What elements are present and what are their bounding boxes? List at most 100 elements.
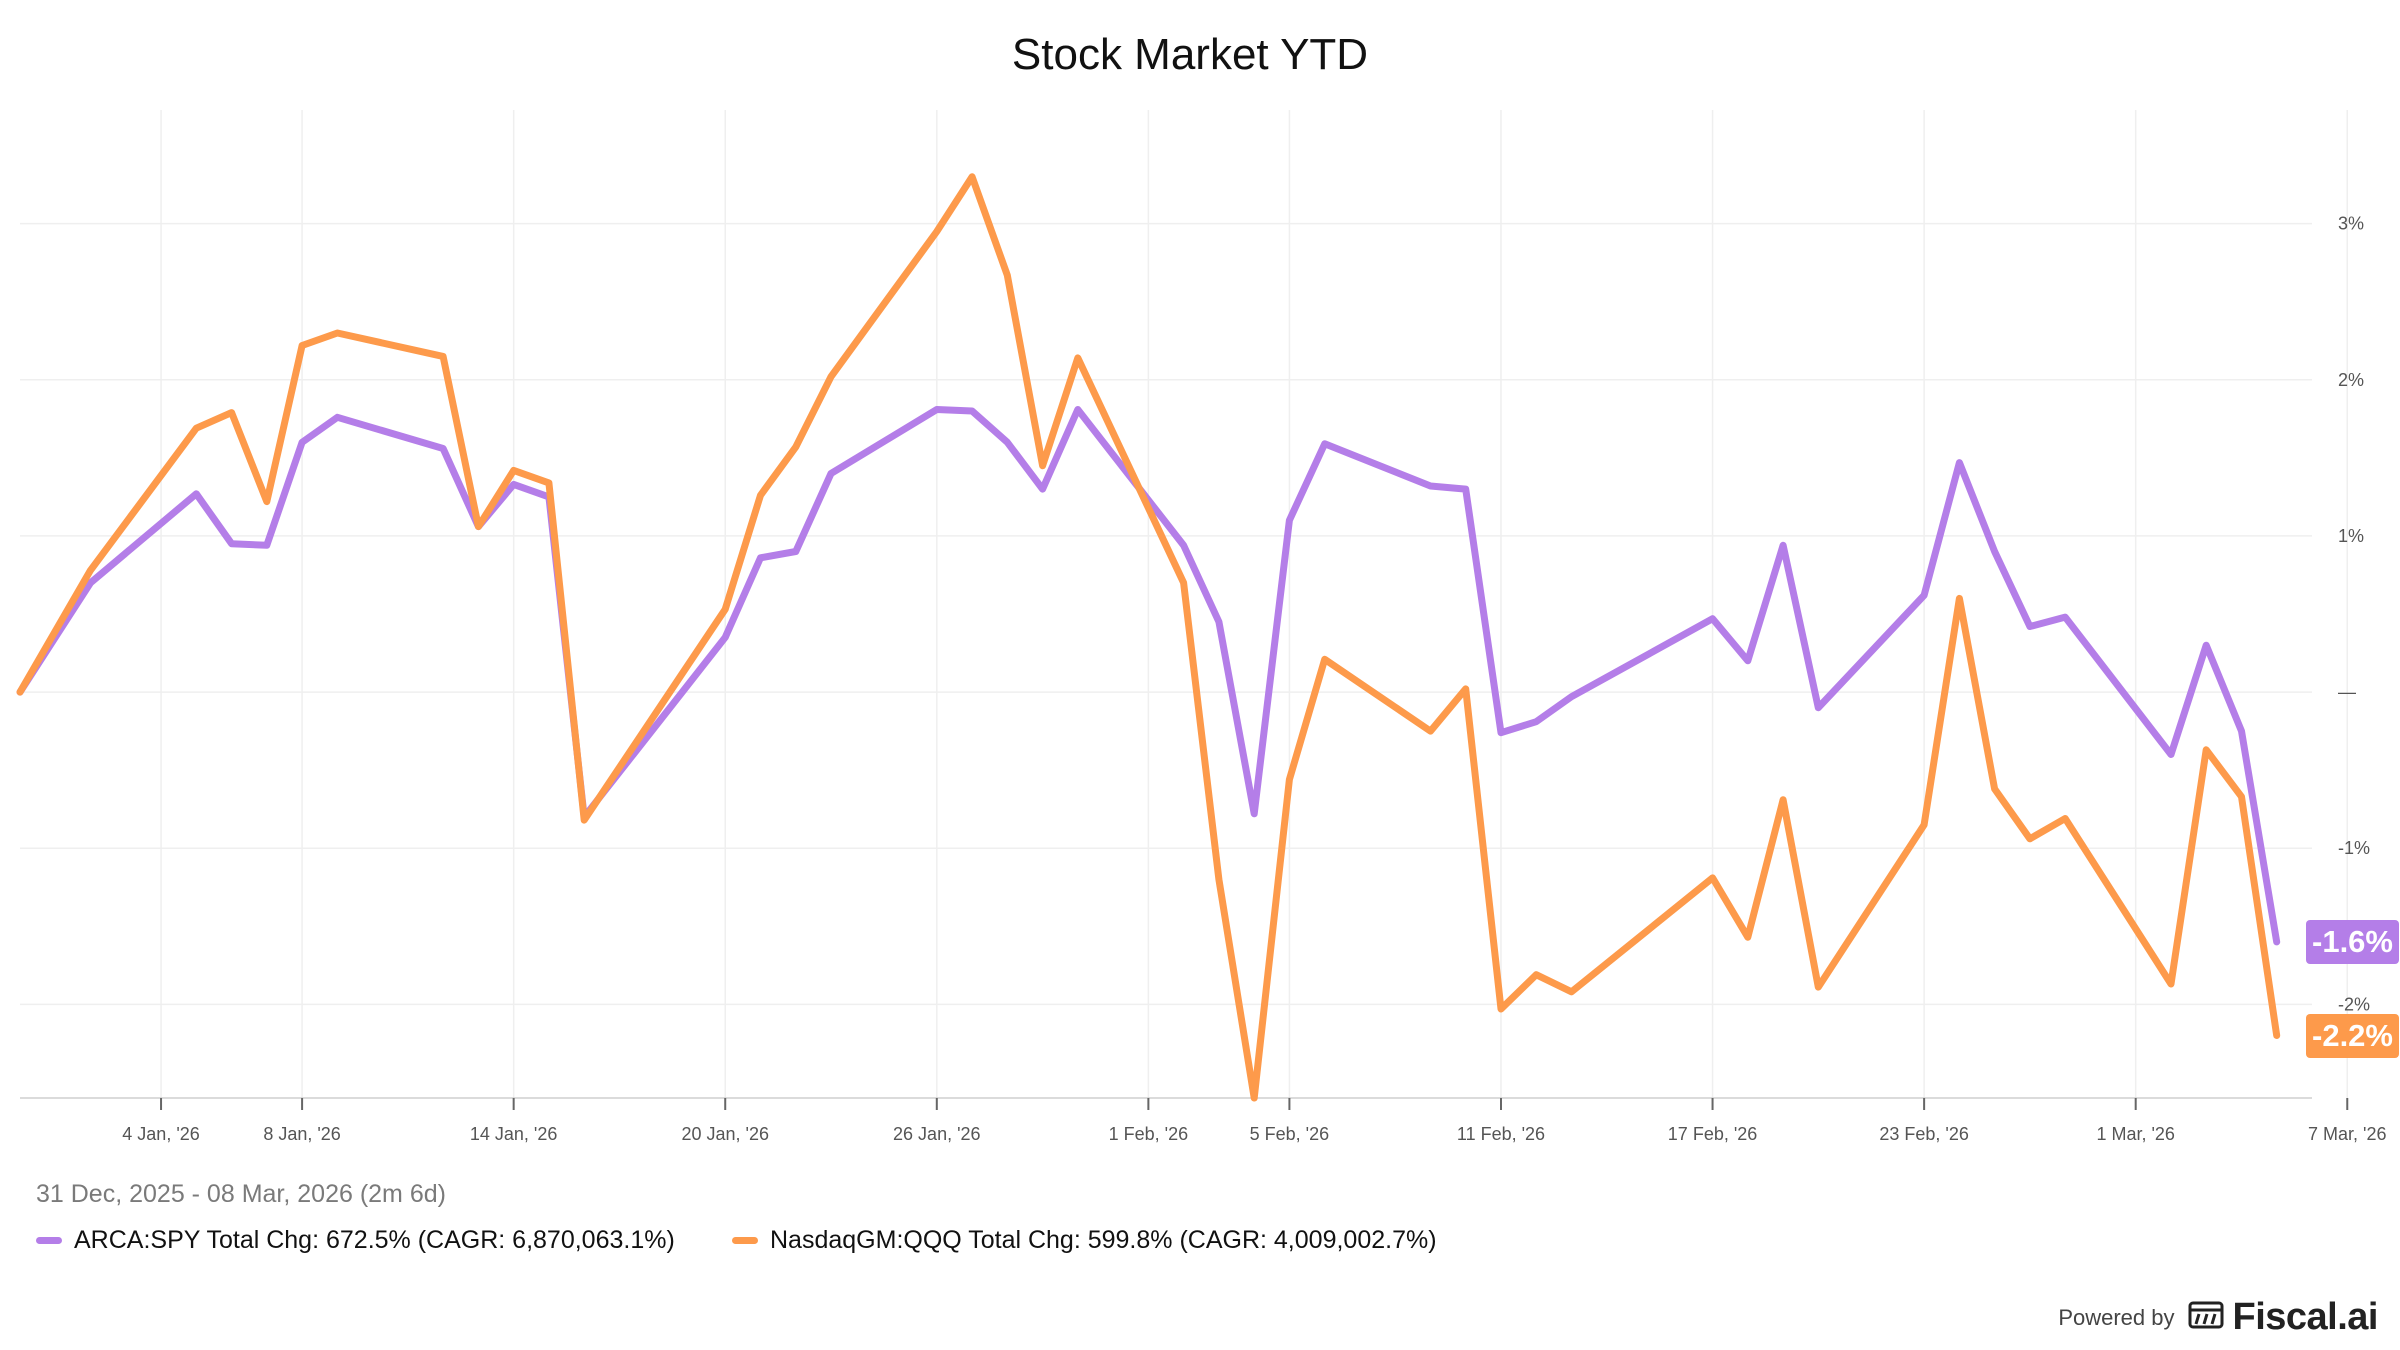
data-point — [1181, 542, 1187, 548]
data-point — [1286, 776, 1292, 782]
qqq-end-value-label: -2.2% — [2306, 1013, 2399, 1058]
data-point — [2062, 614, 2068, 620]
powered-by-badge[interactable]: Powered by Fiscal.ai — [2058, 1296, 2378, 1339]
brand-name: Fiscal.ai — [2232, 1296, 2379, 1338]
data-point — [1533, 972, 1539, 978]
data-point — [440, 446, 446, 452]
legend-label-spy: ARCA:SPY Total Chg: 672.5% (CAGR: 6,870,… — [74, 1226, 675, 1254]
data-point — [1463, 686, 1469, 692]
data-point — [229, 410, 235, 416]
data-point — [1251, 811, 1257, 817]
axis-layer: 3% 2% 1% — -1% -2% 4 Jan, '26 8 Jan, '26 14 Jan,… — [20, 214, 2387, 1144]
data-point — [1533, 719, 1539, 725]
x-tick-label: 1 Mar, '26 — [2096, 1124, 2174, 1144]
data-point — [1745, 934, 1751, 940]
legend-swatch-qqq — [732, 1237, 758, 1244]
y-tick-label: -1% — [2338, 838, 2370, 858]
data-point — [1322, 441, 1328, 447]
data-point — [1181, 580, 1187, 586]
x-tick-label: 5 Feb, '26 — [1250, 1124, 1330, 1144]
data-point — [1498, 1006, 1504, 1012]
data-point — [722, 634, 728, 640]
data-point — [1251, 1095, 1257, 1101]
data-point — [440, 353, 446, 359]
data-point — [1956, 460, 1962, 466]
data-point — [2168, 981, 2174, 987]
data-point — [475, 524, 481, 530]
data-point — [2203, 747, 2209, 753]
x-tick-label: 23 Feb, '26 — [1879, 1124, 1969, 1144]
data-point — [828, 470, 834, 476]
data-point — [969, 174, 975, 180]
data-point — [2027, 623, 2033, 629]
data-point — [1745, 658, 1751, 664]
data-point — [1075, 406, 1081, 412]
data-point — [1569, 989, 1575, 995]
spy-end-value-label: -1.6% — [2306, 919, 2399, 964]
data-point — [264, 499, 270, 505]
data-point — [1780, 797, 1786, 803]
data-point — [1216, 619, 1222, 625]
x-tick-label: 4 Jan, '26 — [122, 1124, 200, 1144]
data-point — [511, 467, 517, 473]
data-point — [1710, 875, 1716, 881]
data-point — [1780, 542, 1786, 548]
data-point — [828, 374, 834, 380]
legend-swatch-spy — [36, 1237, 62, 1244]
data-point — [969, 408, 975, 414]
data-point — [581, 817, 587, 823]
data-point — [193, 425, 199, 431]
legend-item-spy[interactable]: ARCA:SPY Total Chg: 672.5% (CAGR: 6,870,… — [36, 1226, 675, 1255]
series-line-arca-spy[interactable] — [16, 406, 2281, 946]
data-point — [1710, 616, 1716, 622]
x-tick-label: 14 Jan, '26 — [470, 1124, 558, 1144]
data-point — [1004, 272, 1010, 278]
y-tick-label: -2% — [2338, 994, 2370, 1014]
data-point — [1463, 486, 1469, 492]
powered-by-label: Powered by — [2058, 1304, 2175, 1330]
data-point — [2027, 836, 2033, 842]
x-tick-label: 20 Jan, '26 — [681, 1124, 769, 1144]
data-point — [722, 606, 728, 612]
x-tick-label: 11 Feb, '26 — [1457, 1124, 1545, 1144]
data-point — [1569, 694, 1575, 700]
line-chart: 3% 2% 1% — -1% -2% 4 Jan, '26 8 Jan, '26 14 Jan,… — [16, 110, 2387, 1144]
data-point — [1815, 984, 1821, 990]
data-point — [793, 444, 799, 450]
data-point — [793, 549, 799, 555]
data-point — [757, 492, 763, 498]
data-point — [1040, 463, 1046, 469]
data-point — [1921, 822, 1927, 828]
date-range-label: 31 Dec, 2025 - 08 Mar, 2026 (2m 6d) — [36, 1180, 446, 1208]
data-point — [2238, 794, 2244, 800]
data-point — [934, 406, 940, 412]
data-point — [2168, 752, 2174, 758]
data-point — [1322, 656, 1328, 662]
data-point — [2274, 939, 2280, 945]
data-point — [2274, 1033, 2280, 1039]
data-point — [88, 567, 94, 573]
legend-label-qqq: NasdaqGM:QQQ Total Chg: 599.8% (CAGR: 4,… — [770, 1226, 1437, 1254]
series-line-nasdaqgm-qqq[interactable] — [16, 173, 2281, 1102]
fiscal-logo-icon — [2187, 1300, 2225, 1335]
x-tick-label: 7 Mar, '26 — [2308, 1124, 2386, 1144]
data-point — [1815, 705, 1821, 711]
data-point — [299, 342, 305, 348]
data-point — [1004, 439, 1010, 445]
data-point — [1921, 592, 1927, 598]
data-point — [1427, 483, 1433, 489]
legend-item-qqq[interactable]: NasdaqGM:QQQ Total Chg: 599.8% (CAGR: 4,… — [732, 1226, 1437, 1255]
x-tick-label: 26 Jan, '26 — [893, 1124, 981, 1144]
x-tick-label: 17 Feb, '26 — [1668, 1124, 1758, 1144]
data-point — [193, 491, 199, 497]
data-point — [757, 555, 763, 561]
y-tick-label: — — [2338, 682, 2356, 702]
data-point — [1075, 355, 1081, 361]
data-point — [511, 481, 517, 487]
data-point — [1040, 486, 1046, 492]
y-tick-label: 3% — [2338, 214, 2364, 234]
data-point — [1216, 876, 1222, 882]
data-point — [2203, 642, 2209, 648]
data-point — [1427, 728, 1433, 734]
data-point — [1992, 786, 1998, 792]
